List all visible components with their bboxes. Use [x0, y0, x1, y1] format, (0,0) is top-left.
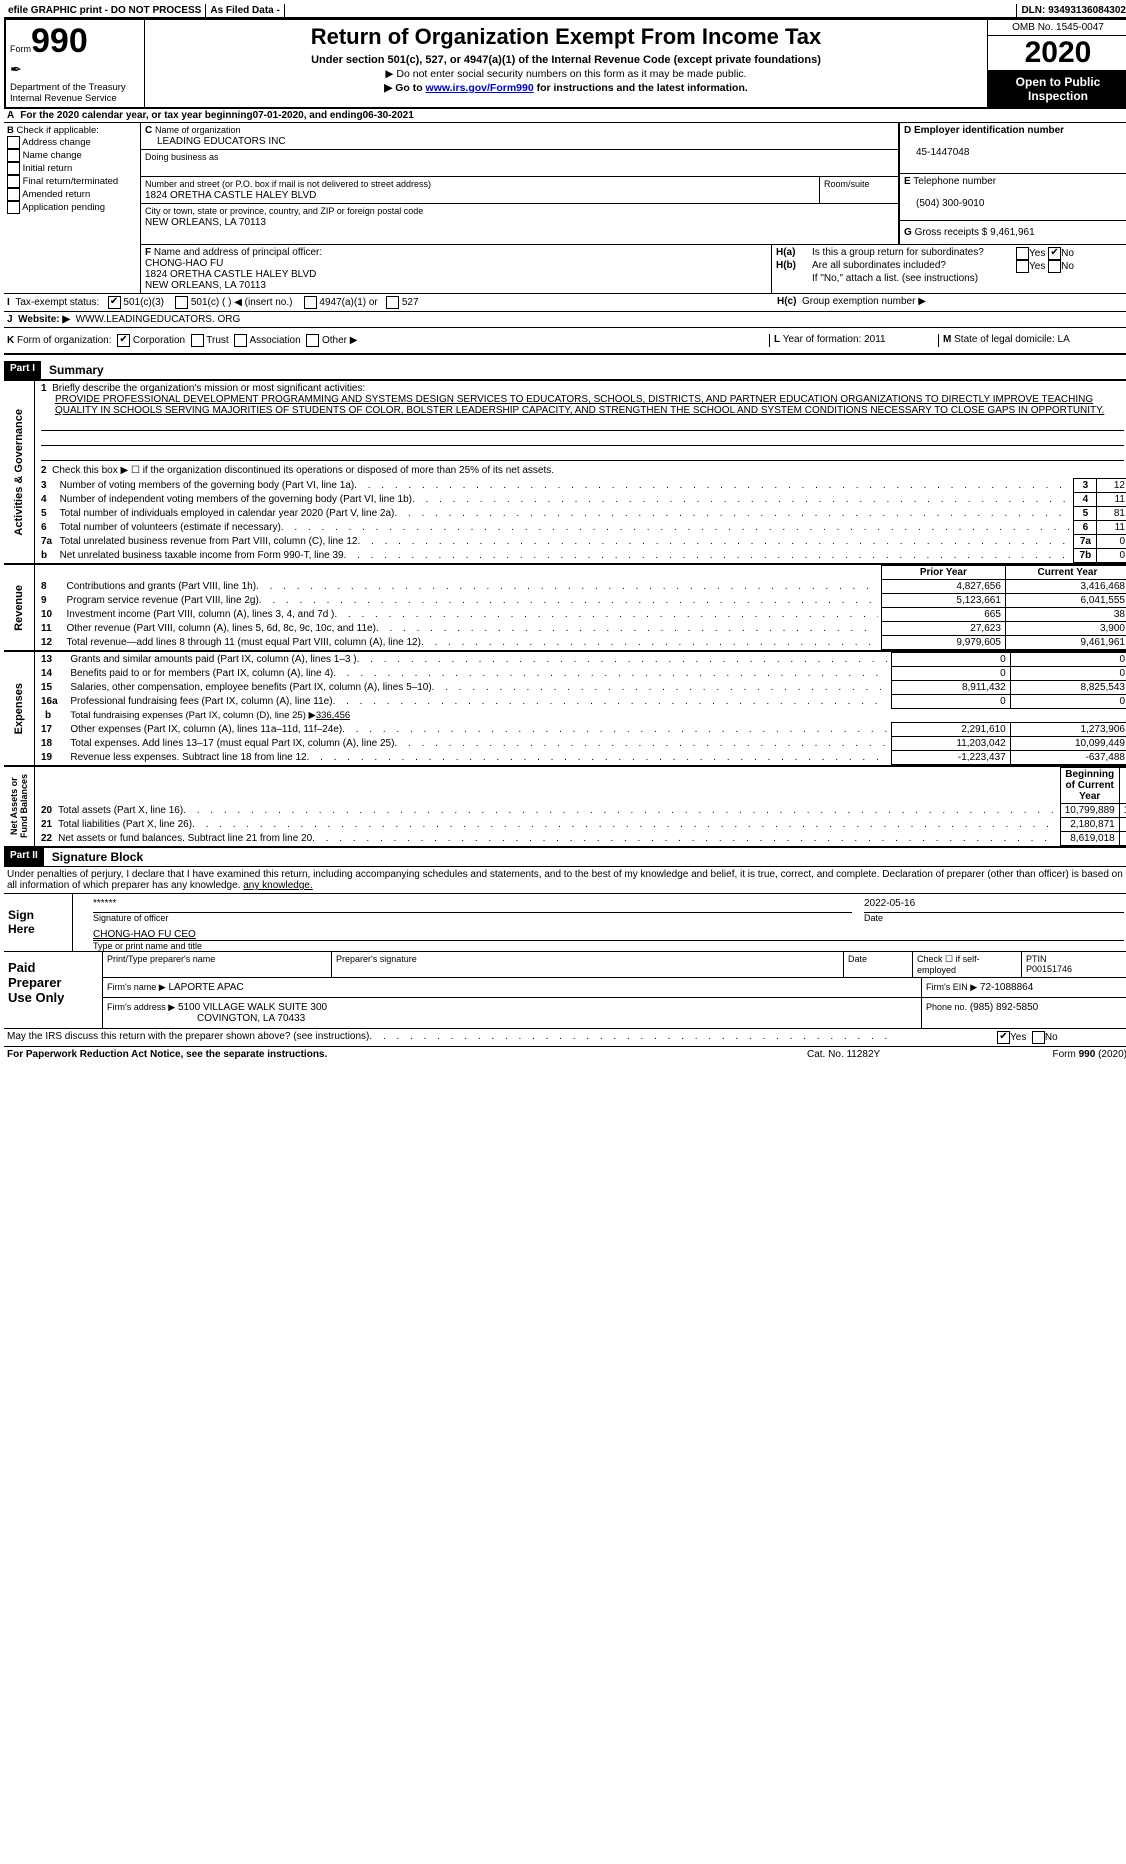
footer: For Paperwork Reduction Act Notice, see … [4, 1047, 1126, 1062]
form-subtitle: Under section 501(c), 527, or 4947(a)(1)… [149, 54, 983, 66]
revenue-table: Prior Year Current Year8 Contributions a… [35, 565, 1126, 650]
dln: DLN: 93493136084302 [1017, 4, 1126, 17]
expenses-block: Expenses 13 Grants and similar amounts p… [4, 650, 1126, 765]
form-label: Form990 [10, 22, 140, 61]
officer-street: 1824 ORETHA CASTLE HALEY BLVD [145, 269, 316, 280]
line-KLM: K Form of organization: ✔ Corporation Tr… [4, 328, 1126, 355]
discuss-row: May the IRS discuss this return with the… [4, 1029, 1126, 1047]
chk-initial-return[interactable]: Initial return [7, 162, 137, 175]
irs-link[interactable]: www.irs.gov/Form990 [426, 82, 534, 94]
org-city: NEW ORLEANS, LA 70113 [145, 217, 266, 228]
netassets-table: Beginning of Current Year End of Year20 … [35, 767, 1126, 846]
as-filed-label: As Filed Data - [206, 4, 284, 17]
governance-table: 3 Number of voting members of the govern… [35, 478, 1126, 563]
officer-city: NEW ORLEANS, LA 70113 [145, 280, 266, 291]
line-A: A For the 2020 calendar year, or tax yea… [4, 109, 1126, 123]
netassets-block: Net Assets or Fund Balances Beginning of… [4, 765, 1126, 848]
officer-name-title: CHONG-HAO FU CEO [93, 929, 1124, 941]
blank [285, 4, 1018, 17]
org-street: 1824 ORETHA CASTLE HALEY BLVD [145, 190, 316, 201]
omb: OMB No. 1545-0047 [988, 20, 1126, 36]
part1-body: Activities & Governance 1 Briefly descri… [4, 379, 1126, 563]
chk-app-pending[interactable]: Application pending [7, 201, 137, 214]
side-netassets: Net Assets or Fund Balances [9, 774, 29, 838]
revenue-block: Revenue Prior Year Current Year8 Contrib… [4, 563, 1126, 650]
sign-here-block: SignHere ****** Signature of officer 202… [4, 894, 1126, 952]
open-public: Open to Public Inspection [988, 71, 1126, 107]
mission-text: PROVIDE PROFESSIONAL DEVELOPMENT PROGRAM… [41, 394, 1124, 416]
side-expenses: Expenses [13, 683, 25, 734]
chk-name-change[interactable]: Name change [7, 149, 137, 162]
form-header: Form990 ✒ Department of the Treasury Int… [4, 18, 1126, 109]
side-revenue: Revenue [13, 585, 25, 631]
side-activities: Activities & Governance [13, 409, 25, 536]
tax-year: 2020 [988, 36, 1126, 71]
efile-label: efile GRAPHIC print - DO NOT PROCESS [4, 4, 206, 17]
ein: 45-1447048 [904, 147, 969, 158]
top-bar: efile GRAPHIC print - DO NOT PROCESS As … [4, 4, 1126, 18]
chk-final-return[interactable]: Final return/terminated [7, 175, 137, 188]
officer-name: CHONG-HAO FU [145, 258, 223, 269]
phone: (504) 300-9010 [904, 198, 984, 209]
website: WWW.LEADINGEDUCATORS. ORG [76, 314, 241, 325]
part1-hdr: Part I Summary [4, 361, 1126, 379]
line-J: J Website: ▶ WWW.LEADINGEDUCATORS. ORG [4, 312, 1126, 328]
goto-link-row: ▶ Go to www.irs.gov/Form990 for instruct… [149, 82, 983, 94]
dept-treasury: Department of the Treasury Internal Reve… [10, 82, 140, 104]
line-I: I Tax-exempt status: ✔ 501(c)(3) 501(c) … [4, 293, 1126, 312]
org-name: LEADING EDUCATORS INC [145, 136, 286, 147]
perjury-decl: Under penalties of perjury, I declare th… [4, 866, 1126, 894]
entity-block: B Check if applicable: Address change Na… [4, 123, 1126, 293]
paid-preparer-block: PaidPreparerUse Only Print/Type preparer… [4, 952, 1126, 1029]
ssn-note: ▶ Do not enter social security numbers o… [149, 68, 983, 80]
sign-here-label: SignHere [4, 894, 72, 951]
chk-amended[interactable]: Amended return [7, 188, 137, 201]
part2-hdr: Part II Signature Block [4, 848, 1126, 866]
expenses-table: 13 Grants and similar amounts paid (Part… [35, 652, 1126, 765]
gross-receipts: 9,461,961 [990, 227, 1035, 238]
chk-address-change[interactable]: Address change [7, 136, 137, 149]
form-title: Return of Organization Exempt From Incom… [149, 24, 983, 50]
paid-preparer-label: PaidPreparerUse Only [4, 952, 102, 1028]
